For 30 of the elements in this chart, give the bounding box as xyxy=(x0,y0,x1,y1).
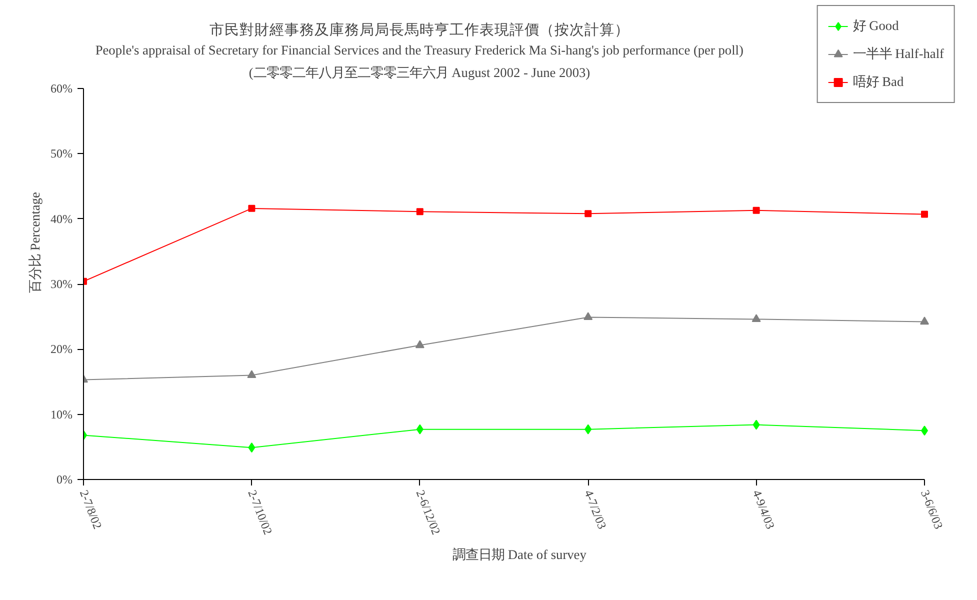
legend-label: 一半半 Half-half xyxy=(852,45,944,63)
point xyxy=(752,314,761,322)
legend-label: 唔好 Bad xyxy=(852,73,904,91)
chart-title: 市民對財經事務及庫務局局長馬時亨工作表現評價（按次計算） xyxy=(210,22,630,38)
chart-subtitle: People's appraisal of Secretary for Financial Services and the Treasury Frederick Ma Si-hang's job performance (per poll) (二零零二年八月至二零零三年六月 August 2002 - June 2003) xyxy=(95,42,744,80)
point xyxy=(248,204,256,212)
y-tick-label: 30% xyxy=(50,277,73,291)
y-tick-label: 50% xyxy=(50,146,73,161)
y-tick-label: 0% xyxy=(56,472,73,486)
point xyxy=(920,316,929,325)
x-tick-label: 4-9/4/03 xyxy=(750,488,778,531)
y-tick-label: 60% xyxy=(50,82,73,96)
point xyxy=(921,210,928,218)
point xyxy=(415,340,424,348)
y-tick-label: 10% xyxy=(50,407,73,422)
x-tick-label: 4-7/2/03 xyxy=(582,488,610,531)
point xyxy=(584,424,592,434)
point xyxy=(584,312,593,320)
point xyxy=(248,442,256,453)
y-axis-title: 百分比 Percentage xyxy=(28,192,43,293)
y-tick-label: 20% xyxy=(50,342,73,356)
x-axis-title: 調查日期 Date of survey xyxy=(452,547,587,562)
legend-label: 好 Good xyxy=(852,17,899,35)
point xyxy=(584,210,592,218)
point xyxy=(752,420,760,430)
point xyxy=(247,370,256,378)
point xyxy=(752,206,760,214)
point xyxy=(416,208,424,216)
y-tick-label: 40% xyxy=(50,212,73,226)
point xyxy=(416,424,424,434)
